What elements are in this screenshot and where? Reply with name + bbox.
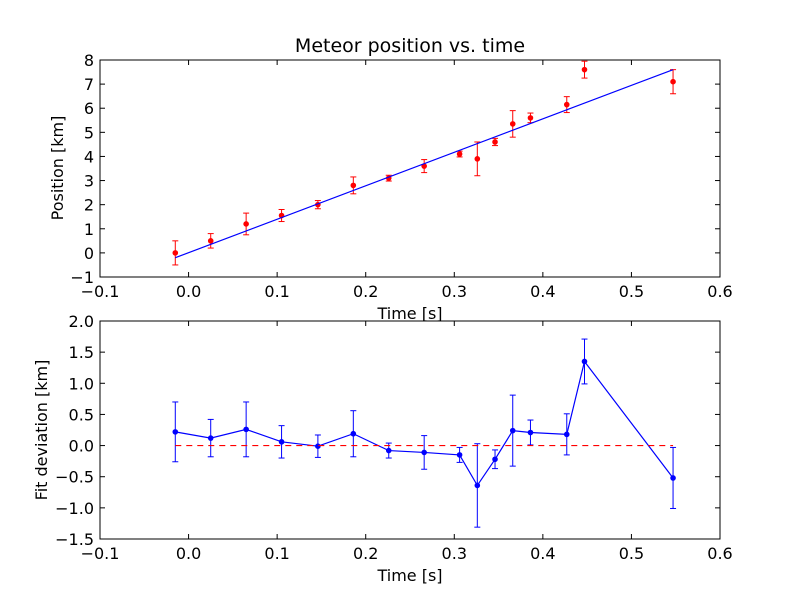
deviation-data-point: [527, 429, 534, 436]
deviation-x-tick-label: 0.5: [619, 544, 644, 563]
position-y-tick-label: 0: [84, 244, 94, 263]
position-x-tick-label: 0.4: [530, 282, 555, 301]
position-data-point: [243, 221, 249, 227]
deviation-panel: Time [s] Fit deviation [km] −0.1 0.0 0.1 0.…: [32, 312, 733, 585]
position-y-tick-label: 3: [84, 172, 94, 191]
position-y-tick-label: 8: [84, 51, 94, 70]
position-x-tick-label: 0.2: [353, 282, 378, 301]
position-y-tick-label: 4: [84, 147, 94, 166]
position-data-point: [474, 156, 481, 162]
position-data-point: [527, 115, 534, 121]
position-y-axis-label: Position [km]: [48, 116, 67, 221]
deviation-y-tick-label: 1.0: [69, 374, 94, 393]
deviation-data-point: [315, 443, 321, 449]
position-y-tick-label: −1: [70, 268, 94, 287]
deviation-data-point: [350, 430, 357, 437]
deviation-data-point: [563, 431, 570, 438]
position-y-tick-label: 5: [84, 123, 94, 142]
deviation-x-tick-label: 0.3: [442, 544, 467, 563]
position-chart-title: Meteor position vs. time: [295, 35, 525, 57]
deviation-x-tick-label: 0.2: [353, 544, 378, 563]
deviation-data-point: [278, 439, 285, 445]
deviation-data-point: [670, 475, 676, 481]
position-x-axis-label: Time [s]: [376, 304, 442, 323]
position-data-point: [492, 139, 498, 145]
deviation-y-tick-label: −0.5: [55, 468, 94, 487]
position-data-point: [670, 78, 676, 85]
position-y-tick-label: 6: [84, 99, 94, 118]
deviation-y-tick-label: −1.5: [55, 530, 94, 549]
deviation-y-tick-label: 0.0: [69, 437, 94, 456]
deviation-x-tick-label: 0.4: [530, 544, 555, 563]
position-x-tick-label: 0.6: [707, 282, 732, 301]
position-x-tick-label: 0.1: [264, 282, 289, 301]
position-data-point: [207, 238, 214, 244]
deviation-data-point: [474, 482, 481, 489]
deviation-data-point: [581, 358, 588, 365]
position-panel: Meteor position vs. time Time [s] Positi…: [48, 35, 733, 323]
deviation-y-tick-label: 0.5: [69, 405, 94, 424]
position-x-tick-label: 0.0: [176, 282, 201, 301]
deviation-data-point: [509, 427, 516, 434]
position-y-tick-label: 2: [84, 196, 94, 215]
deviation-data-point: [456, 452, 463, 458]
deviation-data-point: [207, 435, 214, 441]
position-data-point: [563, 101, 570, 108]
position-data-point: [509, 121, 516, 127]
deviation-x-tick-label: −0.1: [81, 544, 120, 563]
deviation-data-point: [385, 447, 392, 454]
position-y-tick-label: 1: [84, 220, 94, 239]
deviation-y-tick-label: −1.0: [55, 499, 94, 518]
deviation-x-tick-label: 0.1: [264, 544, 289, 563]
deviation-x-tick-label: 0.6: [707, 544, 732, 563]
deviation-x-axis-label: Time [s]: [376, 566, 442, 585]
position-plot-frame: [99, 59, 721, 278]
position-data-point: [350, 182, 357, 189]
deviation-data-point: [243, 426, 249, 433]
position-data-point: [456, 151, 463, 157]
deviation-y-axis-label: Fit deviation [km]: [32, 360, 51, 501]
position-data-point: [172, 250, 179, 256]
deviation-data-point: [421, 449, 427, 456]
deviation-series-line: [175, 360, 674, 487]
position-y-tick-label: 7: [84, 75, 94, 94]
position-fit-line: [175, 69, 674, 259]
deviation-data-point: [172, 429, 179, 435]
position-x-tick-label: −0.1: [81, 282, 120, 301]
position-x-tick-label: 0.5: [619, 282, 644, 301]
deviation-plot-frame: [99, 320, 721, 540]
position-x-tick-label: 0.3: [442, 282, 467, 301]
position-data-point: [581, 66, 588, 73]
deviation-x-tick-label: 0.0: [176, 544, 201, 563]
deviation-y-tick-label: 2.0: [69, 312, 94, 331]
deviation-data-point: [492, 456, 498, 463]
deviation-y-tick-label: 1.5: [69, 343, 94, 362]
